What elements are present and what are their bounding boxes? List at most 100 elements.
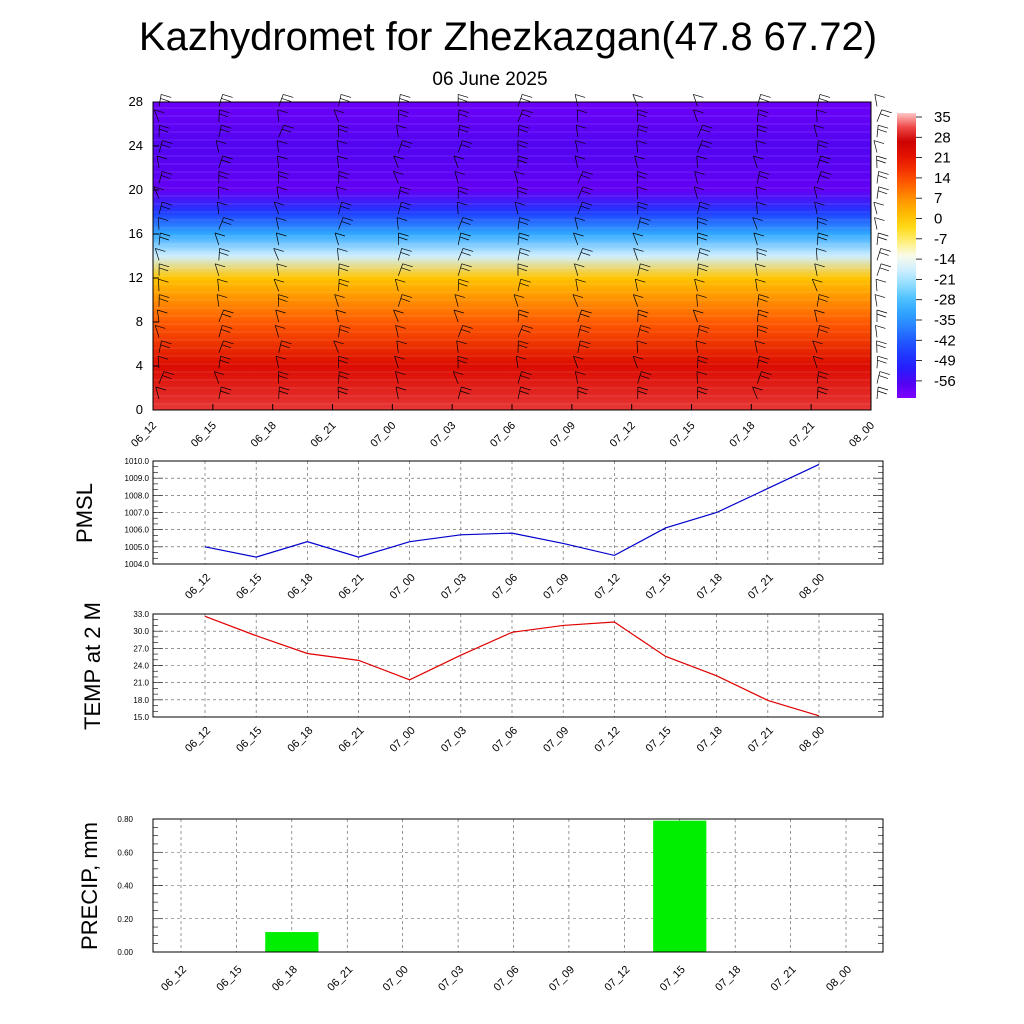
- wind-barb: [755, 263, 766, 276]
- wind-barb: [517, 325, 533, 338]
- xsec-xtick-label: 08_00: [847, 420, 877, 450]
- wind-barb: [396, 340, 407, 353]
- precip-ylabel: PRECIP, mm: [77, 822, 102, 950]
- wind-barb: [335, 309, 346, 323]
- wind-barb: [277, 294, 289, 307]
- wind-barb: [577, 171, 593, 184]
- wind-barb: [453, 309, 464, 323]
- colorbar-label: 21: [934, 150, 951, 167]
- temp-ytick-label: 18.0: [133, 696, 149, 705]
- wind-barb: [573, 232, 584, 246]
- wind-barb: [216, 201, 228, 215]
- wind-barb: [874, 217, 885, 230]
- pmsl-xtick-label: 06_21: [337, 572, 367, 602]
- wind-barb: [457, 124, 470, 138]
- pmsl-xtick-label: 06_18: [285, 572, 315, 602]
- wind-barb: [874, 294, 886, 307]
- temp-xtick-label: 06_15: [234, 725, 264, 755]
- temp-ytick-label: 24.0: [133, 662, 149, 671]
- wind-barb: [632, 94, 643, 107]
- wind-barb: [637, 109, 648, 122]
- pmsl-ytick-label: 1008.0: [125, 491, 150, 500]
- wind-barb: [218, 124, 232, 138]
- wind-barb: [217, 186, 229, 199]
- wind-barb: [517, 124, 530, 138]
- wind-barb: [812, 340, 823, 353]
- wind-barb: [397, 232, 409, 246]
- wind-barb: [816, 140, 829, 153]
- wind-barb: [636, 140, 647, 153]
- wind-barb: [457, 278, 469, 292]
- wind-barb: [154, 248, 166, 261]
- colorbar-label: -49: [934, 353, 956, 370]
- wind-barb: [574, 371, 586, 384]
- wind-barb: [515, 355, 527, 369]
- temp-ytick-label: 15.0: [133, 713, 149, 722]
- precip-xtick-label: 06_15: [214, 964, 244, 994]
- wind-barb: [513, 294, 525, 307]
- wind-barb: [814, 309, 825, 323]
- wind-barb: [457, 386, 472, 400]
- wind-barb: [575, 278, 586, 292]
- wind-barb: [756, 94, 771, 107]
- wind-barb: [278, 171, 289, 184]
- wind-barb: [575, 140, 586, 153]
- wind-barb: [457, 263, 472, 276]
- wind-barb: [697, 124, 713, 138]
- wind-barb: [873, 201, 884, 215]
- temp-xtick-label: 06_12: [183, 725, 213, 755]
- wind-barb: [697, 140, 713, 153]
- wind-barb: [517, 94, 533, 107]
- wind-barb: [457, 325, 473, 338]
- wind-barb: [275, 355, 287, 369]
- wind-barb: [158, 232, 171, 246]
- wind-barb: [517, 186, 528, 199]
- colorbar-label: -21: [934, 271, 956, 288]
- wind-barb: [577, 325, 591, 338]
- pmsl-xtick-label: 07_03: [439, 572, 469, 602]
- wind-barb: [816, 325, 830, 338]
- colorbar-label: 35: [934, 109, 951, 126]
- xsec-xtick-label: 07_03: [428, 420, 458, 450]
- precip-xtick-label: 06_18: [270, 964, 300, 994]
- wind-barb: [752, 386, 763, 400]
- pmsl-ytick-label: 1009.0: [125, 474, 150, 483]
- colorbar: 35 28 21 14 7 0 -7 -14 -21 -28 -35 -42 -49 -56: [897, 109, 956, 398]
- wind-barb: [696, 294, 707, 307]
- wind-barb: [158, 124, 170, 138]
- xsec-xtick-label: 07_12: [608, 420, 638, 450]
- colorbar-label: 28: [934, 129, 951, 146]
- pmsl-xtick-label: 08_00: [797, 572, 827, 602]
- wind-barb: [697, 217, 708, 230]
- wind-barb: [277, 109, 288, 122]
- wind-barb: [218, 171, 229, 184]
- wind-barb: [874, 94, 885, 107]
- wind-barb: [812, 355, 824, 369]
- wind-barb: [756, 171, 770, 184]
- wind-barb: [636, 186, 648, 199]
- wind-barb: [816, 155, 831, 169]
- xsec-ytick-label: 28: [129, 94, 143, 109]
- wind-barb: [158, 140, 173, 153]
- wind-barb: [158, 278, 169, 292]
- wind-barb: [397, 201, 412, 215]
- pmsl-xtick-label: 07_06: [490, 572, 520, 602]
- pmsl-xtick-label: 07_09: [541, 572, 571, 602]
- wind-barb: [756, 248, 768, 261]
- precip-xtick-label: 08_00: [824, 964, 854, 994]
- wind-barb: [276, 186, 288, 199]
- wind-barb: [155, 386, 166, 400]
- pmsl-ytick-label: 1007.0: [125, 509, 150, 518]
- temp-line: [204, 615, 820, 717]
- wind-barb: [215, 140, 227, 153]
- wind-barb: [454, 294, 466, 307]
- wind-barb: [693, 109, 704, 122]
- wind-barb: [574, 217, 585, 230]
- chart-date: 06 June 2025: [432, 69, 547, 90]
- wind-barb: [457, 186, 469, 199]
- wind-barb: [333, 109, 344, 122]
- wind-barb: [218, 309, 234, 323]
- wind-barb: [876, 171, 889, 184]
- xsec-xtick-label: 06_21: [309, 420, 339, 450]
- temp-xtick-label: 08_00: [797, 725, 827, 755]
